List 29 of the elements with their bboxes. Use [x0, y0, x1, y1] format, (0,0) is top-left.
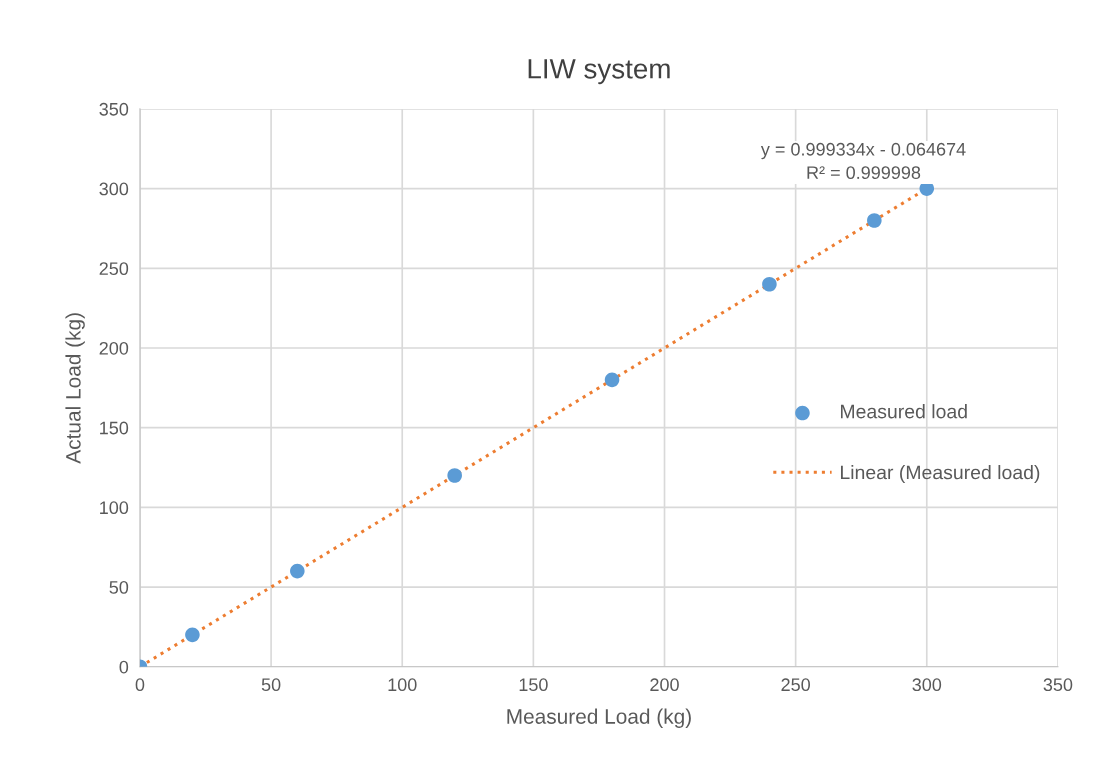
y-axis-title: Actual Load (kg) [65, 313, 85, 464]
x-tick-label: 200 [650, 678, 679, 692]
point [185, 627, 200, 643]
legend-label: Measured load [841, 404, 967, 419]
x-tick-label: 100 [388, 678, 417, 692]
y-tick-label: 300 [99, 182, 129, 196]
annotation: R² = 0.999998 [807, 166, 921, 180]
chart-title: LIW system [528, 59, 670, 85]
y-tick-label: 150 [100, 421, 129, 435]
point [762, 276, 777, 292]
x-axis-title: Measured Load (kg) [507, 708, 691, 728]
x-tick-label: 50 [261, 678, 281, 692]
x-tick-label: 350 [1043, 678, 1073, 692]
y-tick-label: 350 [99, 102, 129, 116]
y-tick-label: 0 [119, 660, 129, 674]
annotation: y = 0.999334x - 0.064674 [760, 142, 966, 160]
x-tick-label: 150 [519, 678, 548, 692]
y-tick-label: 200 [99, 341, 129, 355]
y-tick-label: 50 [109, 580, 129, 594]
point [290, 563, 305, 579]
y-tick-label: 250 [99, 262, 129, 276]
point [447, 468, 462, 483]
x-tick-label: 250 [781, 678, 810, 692]
x-tick-label: 300 [912, 678, 942, 692]
point [604, 372, 620, 388]
point [867, 213, 882, 228]
legend-label: Linear (Measured load) [841, 465, 1040, 484]
y-tick-label: 100 [100, 501, 129, 515]
x-tick-label: 0 [135, 678, 145, 692]
